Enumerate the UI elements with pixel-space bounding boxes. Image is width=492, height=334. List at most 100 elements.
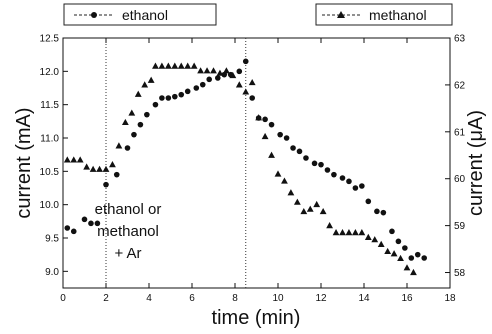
methanol-point-19 <box>184 62 192 69</box>
y-left-tick-label-3: 10.5 <box>40 167 60 178</box>
methanol-point-46 <box>358 229 366 236</box>
ethanol-point-47 <box>402 245 408 251</box>
methanol-point-39 <box>313 200 321 208</box>
ethanol-point-1 <box>70 228 77 235</box>
methanol-point-6 <box>102 165 110 172</box>
x-tick-label-8: 16 <box>401 293 413 304</box>
ethanol-point-37 <box>331 171 337 178</box>
methanol-point-11 <box>134 90 142 97</box>
legend-methanol: methanol <box>315 3 453 26</box>
methanol-point-26 <box>229 71 237 79</box>
methanol-point-16 <box>164 62 172 69</box>
methanol-point-12 <box>141 81 149 88</box>
ethanol-point-7 <box>124 145 131 151</box>
y-axis-title-left: current (mA) <box>13 107 35 218</box>
methanol-point-53 <box>403 264 411 271</box>
methanol-point-45 <box>352 229 359 236</box>
methanol-point-3 <box>83 163 91 170</box>
ethanol-point-11 <box>152 101 159 108</box>
ethanol-point-48 <box>408 255 415 261</box>
ethanol-point-44 <box>380 209 387 216</box>
methanol-point-1 <box>70 156 78 163</box>
y-right-tick-label-0: 58 <box>454 268 466 279</box>
methanol-point-17 <box>171 62 179 69</box>
ethanol-point-29 <box>277 131 283 138</box>
legend-label-ethanol: ethanol <box>122 7 168 23</box>
ethanol-point-13 <box>165 95 172 101</box>
ethanol-point-46 <box>395 238 402 245</box>
methanol-point-54 <box>410 268 417 276</box>
ethanol-point-50 <box>421 255 428 261</box>
methanol-point-0 <box>63 156 71 163</box>
methanol-point-21 <box>197 67 204 74</box>
methanol-point-42 <box>332 229 340 236</box>
x-tick-label-2: 4 <box>146 293 152 304</box>
ethanol-point-38 <box>339 175 346 181</box>
ethanol-point-4 <box>94 220 101 227</box>
ethanol-point-34 <box>311 160 318 167</box>
ethanol-point-20 <box>215 75 221 81</box>
x-tick-label-7: 14 <box>358 293 370 304</box>
annotation-line-2: methanol <box>97 223 159 240</box>
y-right-tick-label-1: 59 <box>454 221 466 232</box>
methanol-point-35 <box>287 189 295 196</box>
ethanol-point-35 <box>318 161 324 168</box>
x-tick-label-4: 8 <box>232 293 238 304</box>
legend-box-methanol <box>315 3 453 26</box>
ethanol-point-15 <box>178 91 185 98</box>
y-left-tick-label-6: 12.0 <box>40 67 60 78</box>
ethanol-point-14 <box>172 93 178 100</box>
ethanol-point-23 <box>236 68 243 75</box>
ethanol-point-9 <box>137 121 144 128</box>
methanol-point-44 <box>345 229 353 236</box>
ethanol-point-31 <box>290 145 296 151</box>
annotation-line-3: + Ar <box>114 245 141 262</box>
ethanol-point-25 <box>249 95 255 101</box>
y-left-tick-label-1: 9.5 <box>45 234 59 245</box>
methanol-point-40 <box>319 207 327 215</box>
ethanol-point-6 <box>113 171 120 178</box>
plot-frame <box>62 37 451 289</box>
x-tick-label-1: 2 <box>103 293 109 304</box>
y-left-tick-label-5: 11.5 <box>40 100 59 111</box>
x-tick-label-5: 10 <box>272 293 284 304</box>
methanol-point-38 <box>306 205 314 212</box>
methanol-point-33 <box>274 170 282 177</box>
ethanol-point-16 <box>184 88 191 95</box>
ethanol-point-33 <box>303 155 309 161</box>
y-right-tick-label-5: 63 <box>454 34 466 45</box>
x-tick-label-6: 12 <box>315 293 327 304</box>
annotation-line-1: ethanol or <box>95 201 162 218</box>
legend-box-ethanol <box>63 3 217 26</box>
ethanol-point-32 <box>296 148 303 155</box>
y-left-tick-label-4: 11.0 <box>40 134 59 145</box>
y-left-tick-label-2: 10.0 <box>40 200 60 211</box>
legend-marker-methanol <box>337 11 345 18</box>
methanol-point-48 <box>371 236 379 243</box>
ethanol-point-39 <box>346 178 352 185</box>
ethanol-point-43 <box>374 208 380 215</box>
x-tick-label-9: 18 <box>444 293 456 304</box>
methanol-point-31 <box>261 132 269 140</box>
methanol-point-13 <box>147 76 155 83</box>
methanol-point-30 <box>255 114 263 121</box>
methanol-point-47 <box>364 233 372 240</box>
methanol-point-37 <box>300 207 308 215</box>
ethanol-point-5 <box>103 181 109 188</box>
methanol-point-5 <box>96 165 103 172</box>
ethanol-point-17 <box>193 85 200 91</box>
ethanol-point-36 <box>324 167 331 173</box>
methanol-point-18 <box>177 62 185 69</box>
legend-marker-ethanol <box>91 12 97 18</box>
y-right-tick-label-4: 62 <box>454 80 466 91</box>
ethanol-point-45 <box>389 228 395 235</box>
ethanol-point-30 <box>283 135 290 141</box>
methanol-point-8 <box>115 142 123 149</box>
methanol-point-32 <box>268 151 275 158</box>
y-right-tick-label-2: 60 <box>454 174 466 185</box>
methanol-point-43 <box>339 229 346 236</box>
ethanol-point-42 <box>365 198 372 205</box>
methanol-point-25 <box>223 67 230 74</box>
methanol-point-15 <box>158 62 166 69</box>
ethanol-point-2 <box>81 216 88 223</box>
